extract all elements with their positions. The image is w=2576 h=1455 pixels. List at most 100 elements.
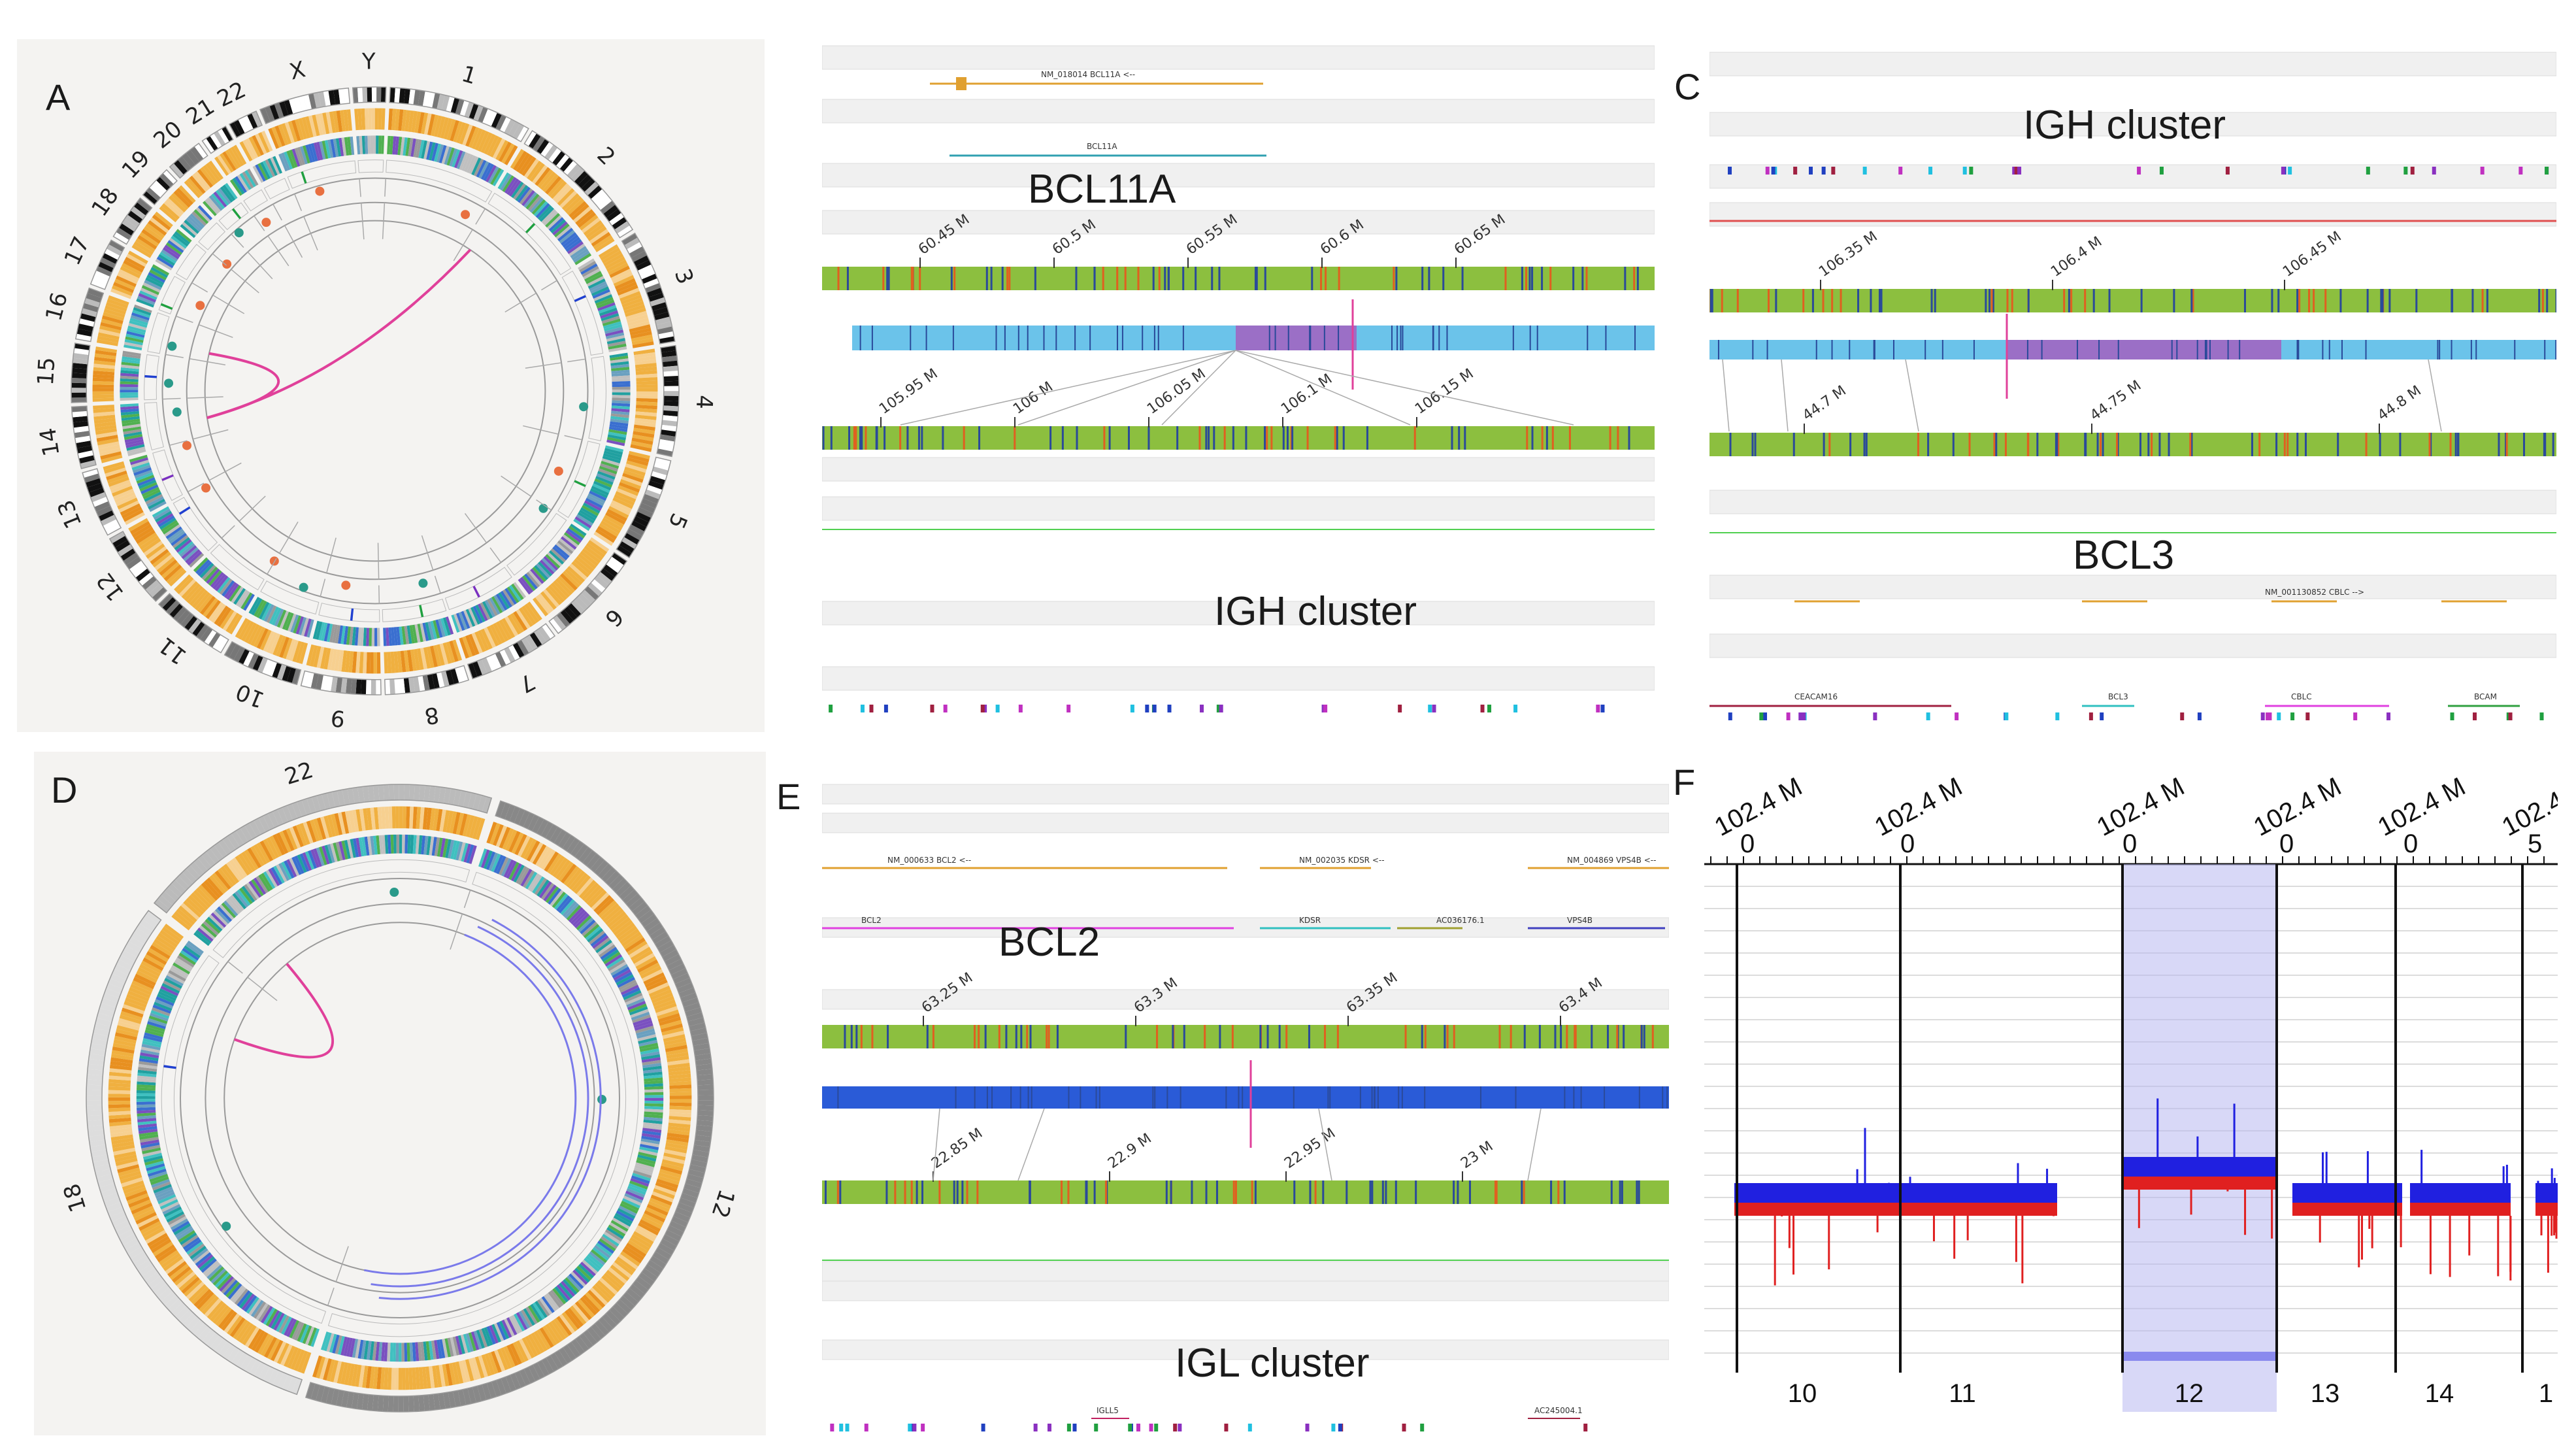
marker-line — [1015, 1025, 1017, 1048]
cnv-stripe — [148, 1015, 168, 1024]
gene-small-label: BCL3 — [2108, 692, 2128, 701]
gene-density — [636, 394, 658, 399]
cnv-stripe — [258, 601, 270, 620]
ideogram-band — [104, 248, 120, 260]
ideogram-band — [114, 963, 131, 976]
gene-density — [154, 1244, 175, 1260]
gene-density — [272, 634, 284, 656]
cnv-stripe — [291, 856, 302, 875]
cnv-stripe — [608, 1224, 626, 1237]
cnv-stripe — [177, 955, 195, 968]
cnv-stripe — [469, 156, 479, 175]
gene-density — [621, 297, 643, 308]
ideogram-band — [131, 931, 148, 945]
ideogram-band — [128, 936, 145, 949]
ideogram-band — [650, 475, 666, 486]
marks-ring — [487, 192, 572, 276]
ideogram-band — [101, 1188, 118, 1198]
cnv-stripe — [446, 147, 455, 166]
cnv-stripe — [372, 135, 376, 154]
gene-density — [459, 123, 470, 145]
position-tick-label: 102.4 M — [2249, 772, 2346, 842]
cnv-stripe — [397, 137, 403, 156]
ideogram-band — [376, 679, 382, 695]
ideogram-band — [210, 133, 222, 149]
gene-density — [152, 214, 171, 231]
cnv-stripe — [354, 627, 359, 646]
track-separator — [198, 324, 216, 332]
cnv-stripe — [165, 1209, 184, 1220]
cnv-stripe — [543, 884, 557, 902]
marker-line — [1231, 1025, 1234, 1048]
marker-line — [1137, 267, 1140, 290]
cnv-stripe — [239, 173, 252, 190]
annotation-mark — [1173, 1424, 1178, 1431]
cnv-stripe — [308, 850, 317, 869]
cnv-stripe — [597, 1240, 614, 1254]
cnv-stripe — [241, 1294, 256, 1311]
ideogram-band — [657, 444, 674, 452]
cnv-stripe — [489, 597, 501, 615]
gene-density — [189, 175, 206, 194]
track-separator — [221, 525, 235, 539]
ideogram-outline — [352, 86, 387, 104]
track-separator — [267, 558, 277, 575]
chromosome-label-9: 9 — [329, 704, 346, 731]
cnv-stripe — [605, 329, 624, 337]
ideogram-band — [96, 505, 112, 517]
gene-density — [358, 1365, 365, 1388]
marker-line — [2158, 433, 2161, 456]
ideogram-band — [161, 891, 176, 905]
cnv-stripe — [455, 612, 465, 631]
ideogram-band — [114, 1220, 131, 1231]
gene-density — [625, 310, 648, 320]
contig-marker — [2076, 340, 2078, 360]
gene-density — [521, 605, 537, 626]
cnv-stripe — [138, 479, 157, 490]
chromosome-label-11: 11 — [1949, 1379, 1976, 1408]
gene-density — [139, 535, 159, 550]
cnv-stripe — [604, 324, 623, 331]
gene-density — [468, 127, 480, 148]
ideogram-band — [641, 914, 657, 928]
cnv-stripe — [593, 480, 612, 491]
ideogram-band — [646, 922, 663, 936]
track-separator — [359, 178, 361, 197]
gene-density — [540, 591, 557, 610]
marker-line — [1541, 267, 1544, 290]
annotation-mark — [2403, 167, 2408, 175]
gene-density — [486, 822, 497, 844]
contig-marker — [952, 326, 954, 350]
cnv-stripe — [364, 836, 370, 856]
track-separator — [212, 253, 227, 266]
ideogram-band — [323, 90, 331, 107]
panel-d: 22 12 18 D — [34, 752, 766, 1435]
cnv-stripe — [265, 1309, 278, 1327]
ideogram-band — [73, 353, 89, 360]
gene-density — [191, 590, 208, 609]
marker-line — [1934, 289, 1936, 312]
gene-density — [562, 571, 580, 588]
cnv-stripe — [333, 139, 339, 158]
ideogram-band — [286, 667, 296, 684]
cnv-stripe — [612, 397, 631, 401]
ideogram-band — [102, 253, 118, 264]
cnv-stripe — [644, 1109, 663, 1113]
cnv-stripe — [370, 835, 375, 856]
gene-density — [301, 117, 310, 139]
ideogram-band — [90, 492, 107, 503]
ideogram-band — [639, 269, 656, 280]
gene-density — [606, 259, 627, 273]
ideogram-band — [282, 1374, 293, 1391]
axis-tick-label: 106.45 M — [2280, 228, 2345, 280]
genome-browser-b: 60.45 M 60.5 M 60.55 M 60.6 M 60.65 M105.95 … — [822, 45, 1655, 712]
cnv-stripe — [238, 591, 250, 608]
gene-density — [465, 815, 475, 837]
track-separator — [239, 508, 253, 522]
ideogram-band — [196, 624, 209, 640]
gene-density — [127, 1193, 149, 1205]
ideogram-band — [696, 1063, 712, 1071]
gene-density — [636, 398, 658, 403]
marker-line — [1270, 426, 1273, 450]
cnv-stripe — [610, 355, 629, 361]
